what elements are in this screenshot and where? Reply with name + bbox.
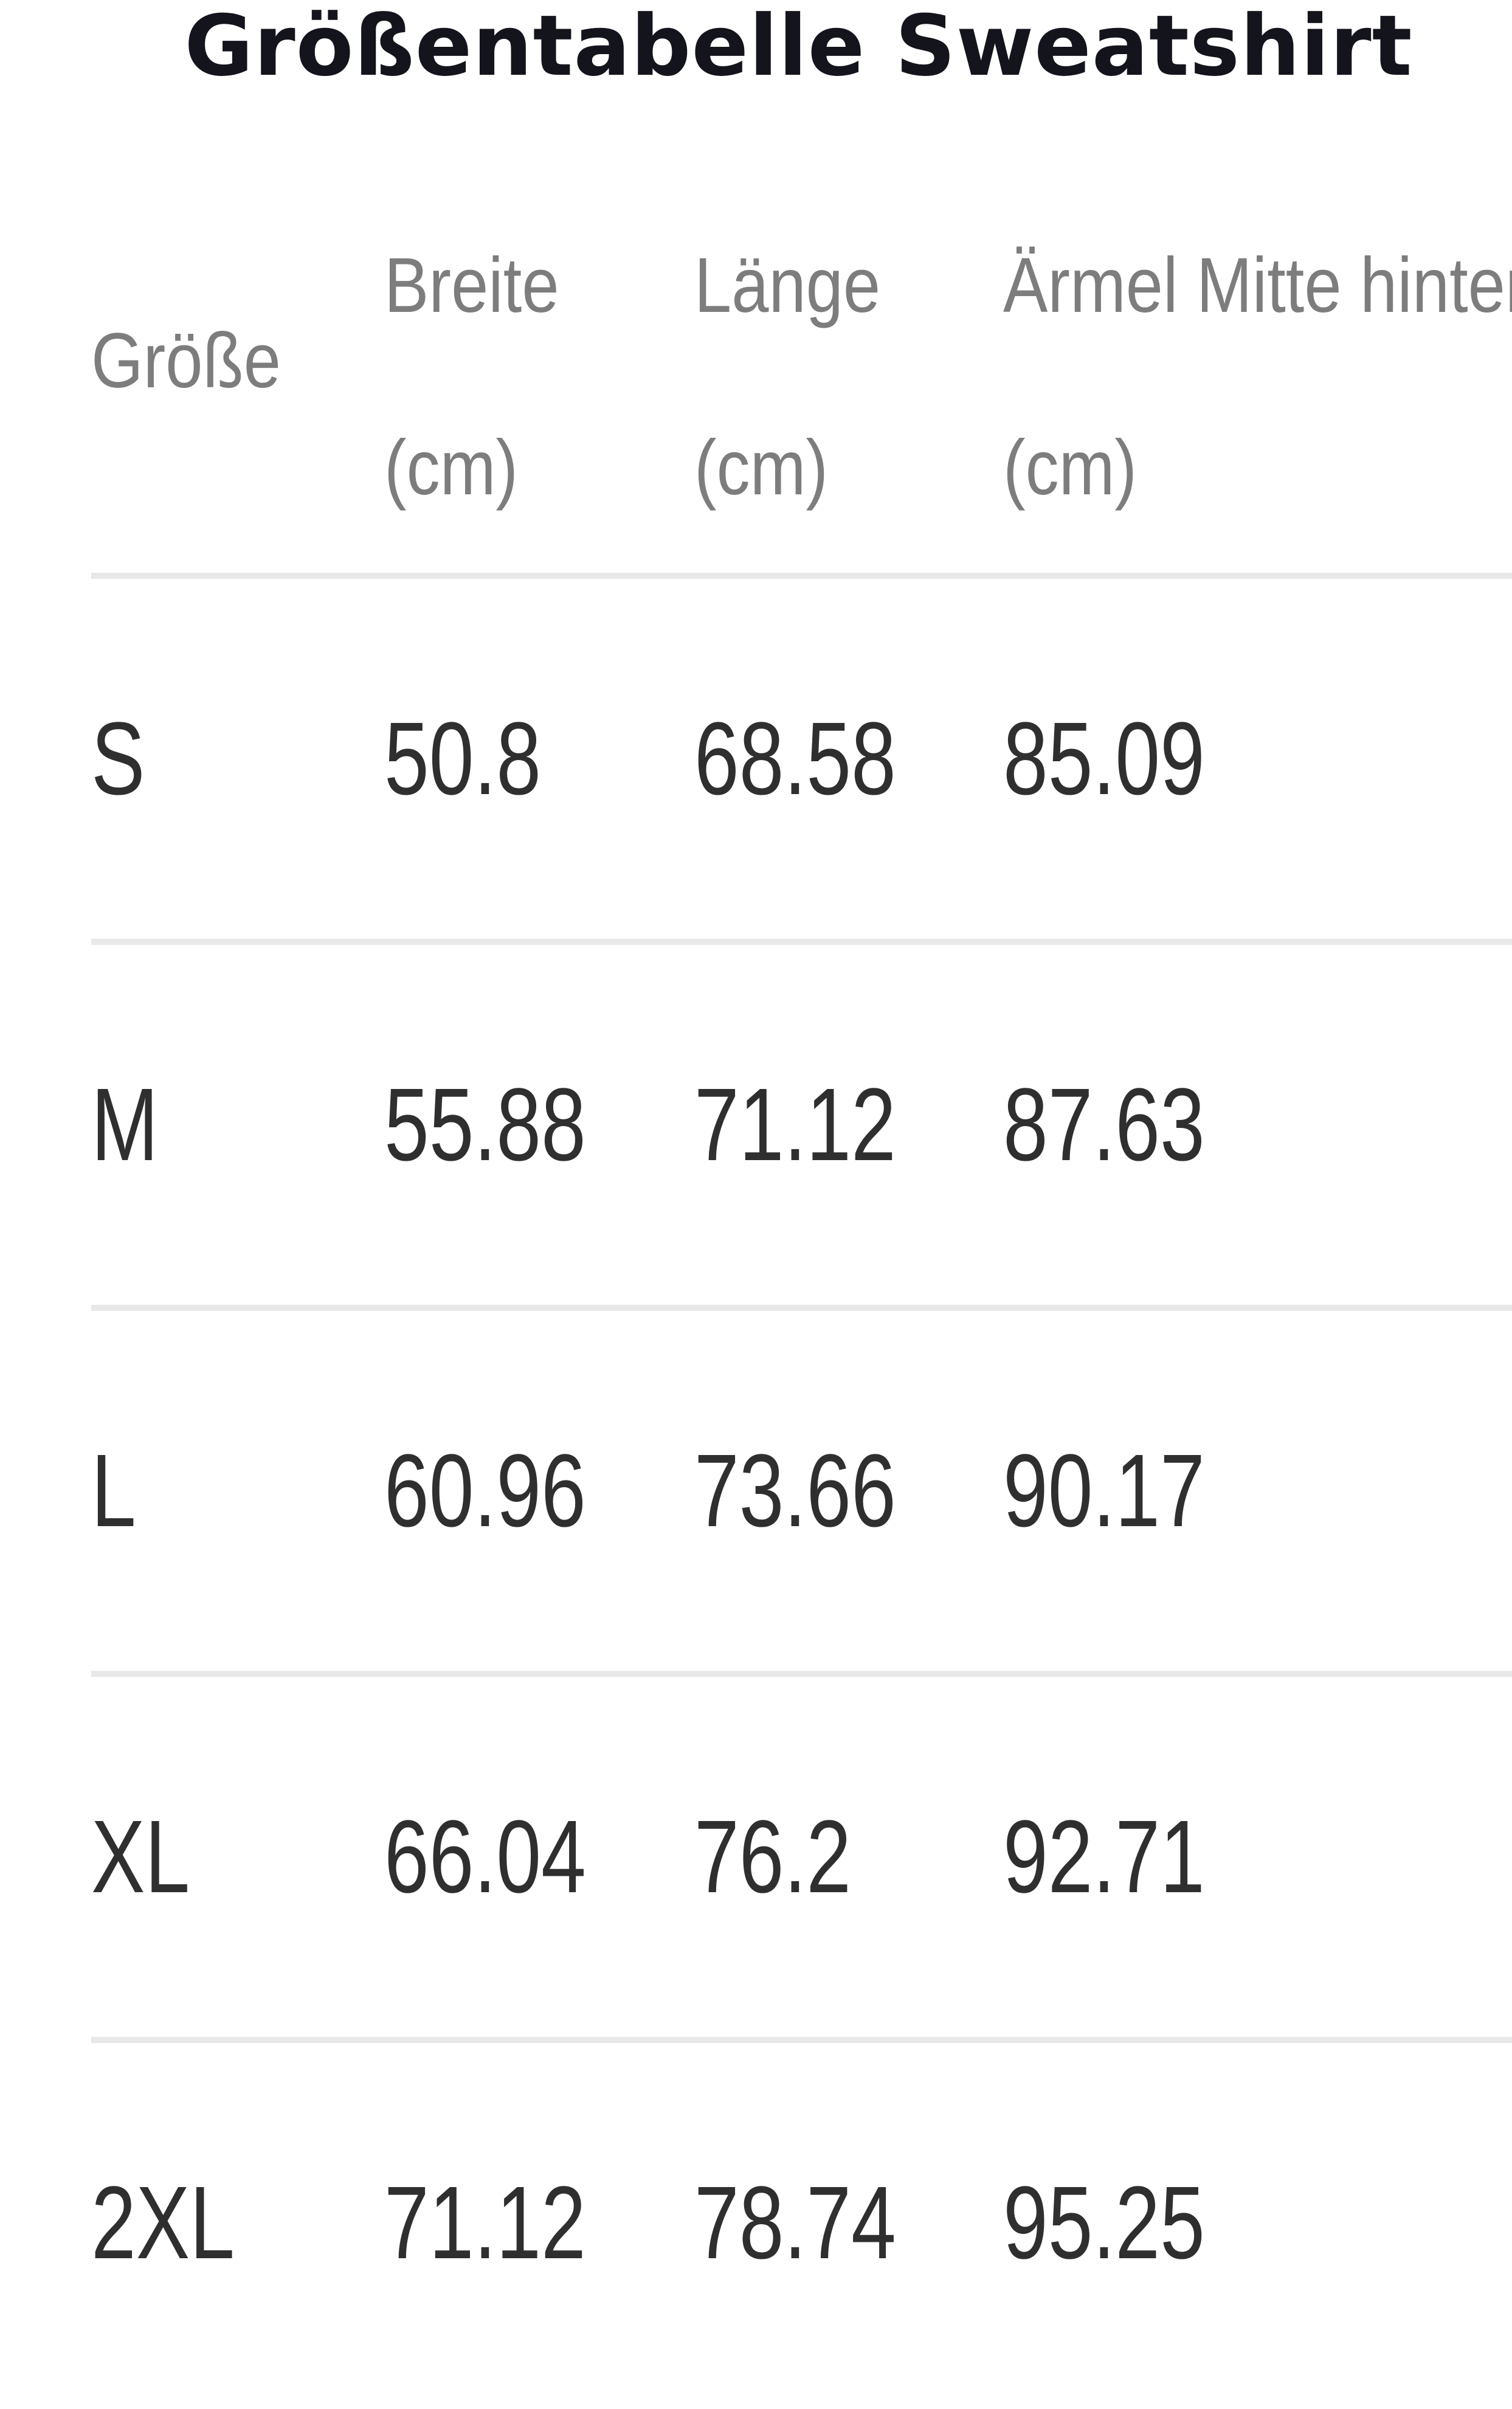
table-row: 2XL 71.12 78.74 95.25 (91, 2043, 1512, 2409)
cell-size: XL (91, 1799, 190, 1915)
header-width: Breite (cm) (384, 195, 559, 559)
table-row: XL 66.04 76.2 92.71 (91, 1677, 1512, 2043)
cell-size: M (91, 1067, 159, 1183)
cell-sleeve: 90.17 (1003, 1433, 1205, 1549)
cell-size: S (91, 701, 145, 817)
cell-size: 2XL (91, 2165, 235, 2281)
table-row: S 50.8 68.58 85.09 (91, 579, 1512, 945)
header-length-label: Länge (694, 242, 881, 329)
cell-length: 73.66 (694, 1433, 896, 1549)
cell-width: 66.04 (384, 1799, 586, 1915)
cell-width: 55.88 (384, 1067, 586, 1183)
table-row: L 60.96 73.66 90.17 (91, 1311, 1512, 1677)
header-length: Länge (cm) (694, 195, 880, 559)
page-title: Größentabelle Sweatshirt (184, 0, 1413, 95)
header-width-unit: (cm) (384, 424, 519, 511)
header-length-unit: (cm) (694, 424, 829, 511)
cell-width: 50.8 (384, 701, 542, 817)
cell-width: 71.12 (384, 2165, 586, 2281)
cell-length: 76.2 (694, 1799, 852, 1915)
table-row: M 55.88 71.12 87.63 (91, 945, 1512, 1311)
cell-length: 68.58 (694, 701, 896, 817)
header-width-label: Breite (384, 242, 559, 329)
cell-sleeve: 85.09 (1003, 701, 1205, 817)
size-chart-table: Größe Breite (cm) Länge (cm) Ärmel Mitte… (91, 122, 1512, 2409)
table-header-row: Größe Breite (cm) Länge (cm) Ärmel Mitte… (91, 122, 1512, 579)
cell-size: L (91, 1433, 136, 1549)
cell-sleeve: 92.71 (1003, 1799, 1205, 1915)
header-sleeve: Ärmel Mitte hinten (cm) (1003, 195, 1512, 559)
cell-sleeve: 95.25 (1003, 2165, 1205, 2281)
header-sleeve-label: Ärmel Mitte hinten (1003, 242, 1512, 329)
cell-length: 78.74 (694, 2165, 896, 2281)
header-sleeve-unit: (cm) (1003, 424, 1137, 511)
cell-length: 71.12 (694, 1067, 896, 1183)
cell-sleeve: 87.63 (1003, 1067, 1205, 1183)
cell-width: 60.96 (384, 1433, 586, 1549)
header-size: Größe (91, 317, 281, 404)
